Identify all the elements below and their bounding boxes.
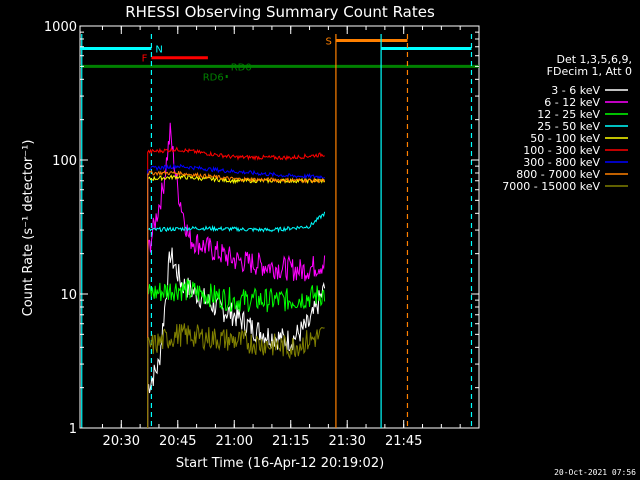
legend-entry: 50 - 100 keV (530, 132, 600, 145)
legend-entry: 300 - 800 keV (523, 156, 600, 169)
series-line (147, 162, 325, 428)
series-line (147, 122, 326, 428)
series-lines (147, 122, 326, 428)
flag-label: RD0 (231, 62, 252, 73)
legend-header: Det 1,3,5,6,9, (556, 53, 632, 66)
flag-label: F (142, 54, 148, 65)
series-line (147, 279, 326, 428)
series-line (147, 323, 325, 428)
chart-title: RHESSI Observing Summary Count Rates (125, 3, 435, 21)
footer-date: 20-Oct-2021 07:56 (554, 468, 636, 477)
series-line (147, 247, 326, 428)
y-tick-label: 100 (52, 154, 77, 169)
legend-entry: 800 - 7000 keV (516, 168, 600, 181)
y-axis-label: Count Rate (s⁻¹ detector⁻¹) (21, 140, 36, 317)
y-axis: 1 10 100 1000 (44, 20, 479, 437)
x-tick-label: 21:30 (328, 434, 365, 449)
legend-entry: 12 - 25 keV (537, 108, 600, 121)
legend-header: FDecim 1, Att 0 (547, 65, 632, 78)
x-tick-label: 20:30 (103, 434, 140, 449)
x-axis: 20:30 20:45 21:00 21:15 21:30 21:45 (101, 26, 480, 449)
x-tick-label: 21:15 (272, 434, 309, 449)
legend-entry: 25 - 50 keV (537, 120, 600, 133)
y-tick-label: 1000 (44, 20, 77, 35)
legend-entry: 100 - 300 keV (523, 144, 600, 157)
series-line (147, 146, 325, 428)
y-tick-label: 10 (60, 288, 77, 303)
y-tick-label: 1 (69, 422, 77, 437)
x-tick-label: 21:00 (216, 434, 253, 449)
legend-entry: 7000 - 15000 keV (502, 180, 600, 193)
flag-bars: NF S RD0 RD6 (80, 36, 479, 83)
series-line (147, 170, 326, 428)
flag-label: N (155, 44, 162, 55)
series-line (147, 211, 326, 428)
legend-entry: 6 - 12 keV (544, 96, 600, 109)
x-axis-label: Start Time (16-Apr-12 20:19:02) (176, 456, 384, 471)
flag-label: S (326, 36, 332, 47)
series-line (147, 174, 326, 428)
flag-label: RD6 (203, 72, 224, 83)
vertical-markers (81, 34, 473, 428)
legend: Det 1,3,5,6,9,FDecim 1, Att 0 3 - 6 keV6 … (502, 53, 632, 193)
legend-entry: 3 - 6 keV (551, 84, 600, 97)
x-tick-label: 20:45 (159, 434, 196, 449)
plot-frame (79, 25, 480, 429)
x-tick-label: 21:45 (385, 434, 422, 449)
